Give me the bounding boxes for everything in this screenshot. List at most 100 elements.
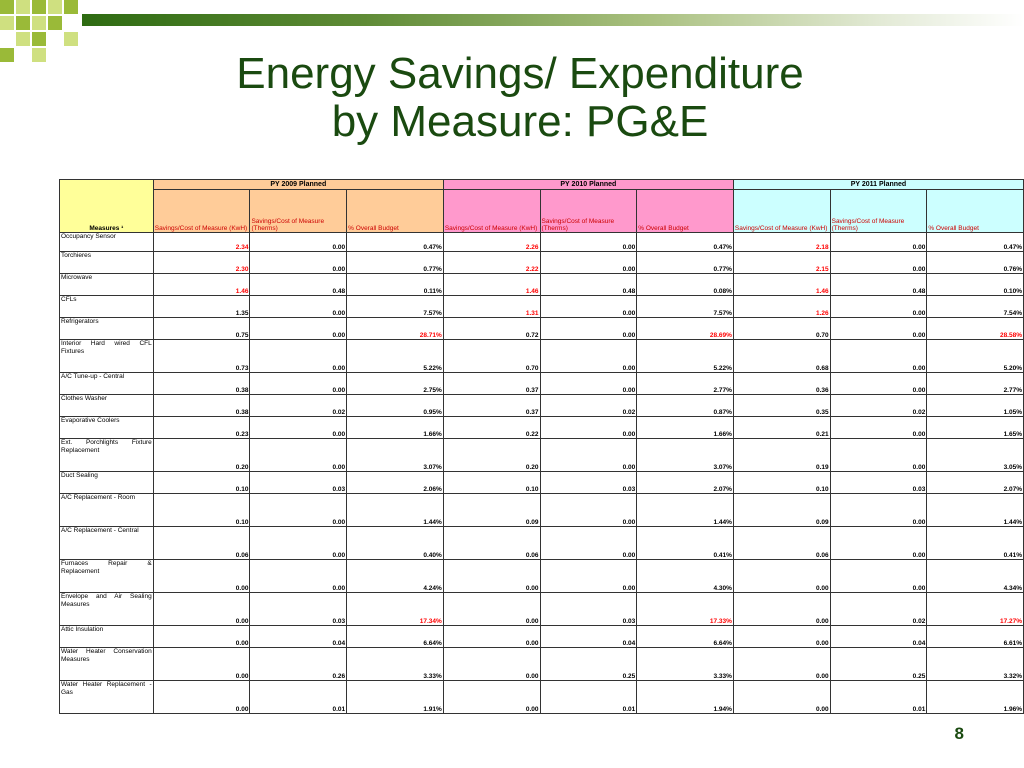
group-header-2009: PY 2009 Planned: [152, 179, 444, 190]
table-cell: 3.07%: [346, 438, 444, 472]
table-cell: 0.00: [539, 559, 638, 593]
table-cell: 0.00: [539, 232, 638, 252]
col-header-therms-2010: Savings/Cost of Measure (Therms): [539, 189, 638, 233]
table-cell: 6.64%: [636, 625, 734, 648]
table-cell: 2.15: [732, 251, 831, 274]
table-cell: 0.00: [829, 251, 928, 274]
table-cell: 3.33%: [346, 647, 444, 681]
table-cell: 1.46: [732, 273, 831, 296]
table-cell: 0.00: [829, 339, 928, 373]
table-cell: 1.46: [152, 273, 251, 296]
table-cell: 0.73: [152, 339, 251, 373]
measures-header: Measures ¹: [59, 179, 154, 233]
table-cell: 0.09: [732, 493, 831, 527]
table-cell: 0.00: [539, 438, 638, 472]
table-cell: 0.00: [442, 680, 541, 714]
table-cell: 0.00: [442, 625, 541, 648]
table-cell: 0.10: [732, 471, 831, 494]
decor-square: [0, 48, 14, 62]
table-row: Ext. Porchlights Fixture Replacement 0.20…: [59, 438, 1024, 472]
table-cell: 0.20: [442, 438, 541, 472]
measure-name: A/C Replacement - Room: [59, 493, 154, 527]
table-cell: 2.06%: [346, 471, 444, 494]
table-cell: 0.77%: [636, 251, 734, 274]
table-cell: 6.61%: [926, 625, 1024, 648]
table-row: Microwave 1.46 0.48 0.11% 1.46 0.48 0.08% 1.46 0…: [59, 273, 1024, 296]
decor-square: [32, 16, 46, 30]
table-cell: 0.70: [442, 339, 541, 373]
table-cell: 1.96%: [926, 680, 1024, 714]
table-row: Furnaces Repair & Replacement 0.00 0.00 4.2…: [59, 559, 1024, 593]
table-cell: 1.05%: [926, 394, 1024, 417]
table-cell: 2.26: [442, 232, 541, 252]
table-cell: 0.76%: [926, 251, 1024, 274]
table-cell: 0.10: [442, 471, 541, 494]
table-cell: 0.03: [249, 471, 348, 494]
table-row: A/C Replacement - Room 0.10 0.00 1.44% 0.09 0…: [59, 493, 1024, 527]
table-cell: 28.69%: [636, 317, 734, 340]
table-cell: 0.00: [829, 493, 928, 527]
table-cell: 28.58%: [926, 317, 1024, 340]
table-cell: 4.30%: [636, 559, 734, 593]
col-header-budget-2010: % Overall Budget: [636, 189, 734, 233]
table-cell: 0.41%: [636, 526, 734, 560]
table-cell: 0.03: [539, 592, 638, 626]
table-cell: 0.00: [249, 339, 348, 373]
table-cell: 0.00: [829, 317, 928, 340]
table-row: A/C Replacement - Central 0.06 0.00 0.40% 0.…: [59, 526, 1024, 560]
table-cell: 0.77%: [346, 251, 444, 274]
table-cell: 0.19: [732, 438, 831, 472]
slide-title-line2: by Measure: PG&E: [331, 97, 709, 146]
table-cell: 3.32%: [926, 647, 1024, 681]
table-cell: 2.77%: [636, 372, 734, 395]
table-cell: 0.68: [732, 339, 831, 373]
col-header-kwh-2010: Savings/Cost of Measure (KwH): [442, 189, 541, 233]
table-cell: 0.47%: [636, 232, 734, 252]
decor-square: [16, 16, 30, 30]
table-cell: 1.65%: [926, 416, 1024, 439]
table-cell: 0.00: [152, 625, 251, 648]
table-cell: 0.03: [249, 592, 348, 626]
table-cell: 17.33%: [636, 592, 734, 626]
measure-name: Attic Insulation: [59, 625, 154, 648]
table-cell: 0.01: [829, 680, 928, 714]
table-cell: 0.00: [249, 559, 348, 593]
table-row: Clothes Washer 0.38 0.02 0.95% 0.37 0.02 0.87%…: [59, 394, 1024, 417]
table-row: CFLs 1.35 0.00 7.57% 1.31 0.00 7.57% 1.26 0.00 7.…: [59, 295, 1024, 318]
table-cell: 0.00: [539, 526, 638, 560]
table-cell: 0.03: [829, 471, 928, 494]
table-cell: 0.06: [152, 526, 251, 560]
table-cell: 0.00: [539, 372, 638, 395]
table-cell: 0.00: [249, 317, 348, 340]
table-cell: 0.00: [249, 232, 348, 252]
table-cell: 0.25: [829, 647, 928, 681]
table-cell: 0.04: [829, 625, 928, 648]
decor-square: [16, 0, 30, 14]
table-cell: 0.02: [829, 394, 928, 417]
table-cell: 5.22%: [346, 339, 444, 373]
table-cell: 2.22: [442, 251, 541, 274]
table-cell: 0.00: [152, 592, 251, 626]
table-cell: 0.22: [442, 416, 541, 439]
measure-name: A/C Replacement - Central: [59, 526, 154, 560]
table-cell: 0.00: [249, 438, 348, 472]
table-cell: 7.57%: [346, 295, 444, 318]
table-cell: 0.00: [732, 647, 831, 681]
measure-name: Interior Hard wired CFL Fixtures: [59, 339, 154, 373]
table-cell: 5.20%: [926, 339, 1024, 373]
decor-square: [32, 48, 46, 62]
table-cell: 3.33%: [636, 647, 734, 681]
table-cell: 0.26: [249, 647, 348, 681]
table-cell: 0.00: [732, 592, 831, 626]
table-cell: 0.00: [152, 647, 251, 681]
table-cell: 17.27%: [926, 592, 1024, 626]
table-cell: 0.02: [539, 394, 638, 417]
table-row: Water Heater Replacement - Gas 0.00 0.01 1.…: [59, 680, 1024, 714]
table-cell: 0.00: [249, 416, 348, 439]
table-cell: 0.00: [249, 295, 348, 318]
table-cell: 5.22%: [636, 339, 734, 373]
savings-table-container: Measures ¹ PY 2009 Planned PY 2010 Plann…: [59, 179, 1024, 714]
table-cell: 0.02: [249, 394, 348, 417]
table-cell: 0.00: [539, 317, 638, 340]
table-cell: 0.10: [152, 471, 251, 494]
